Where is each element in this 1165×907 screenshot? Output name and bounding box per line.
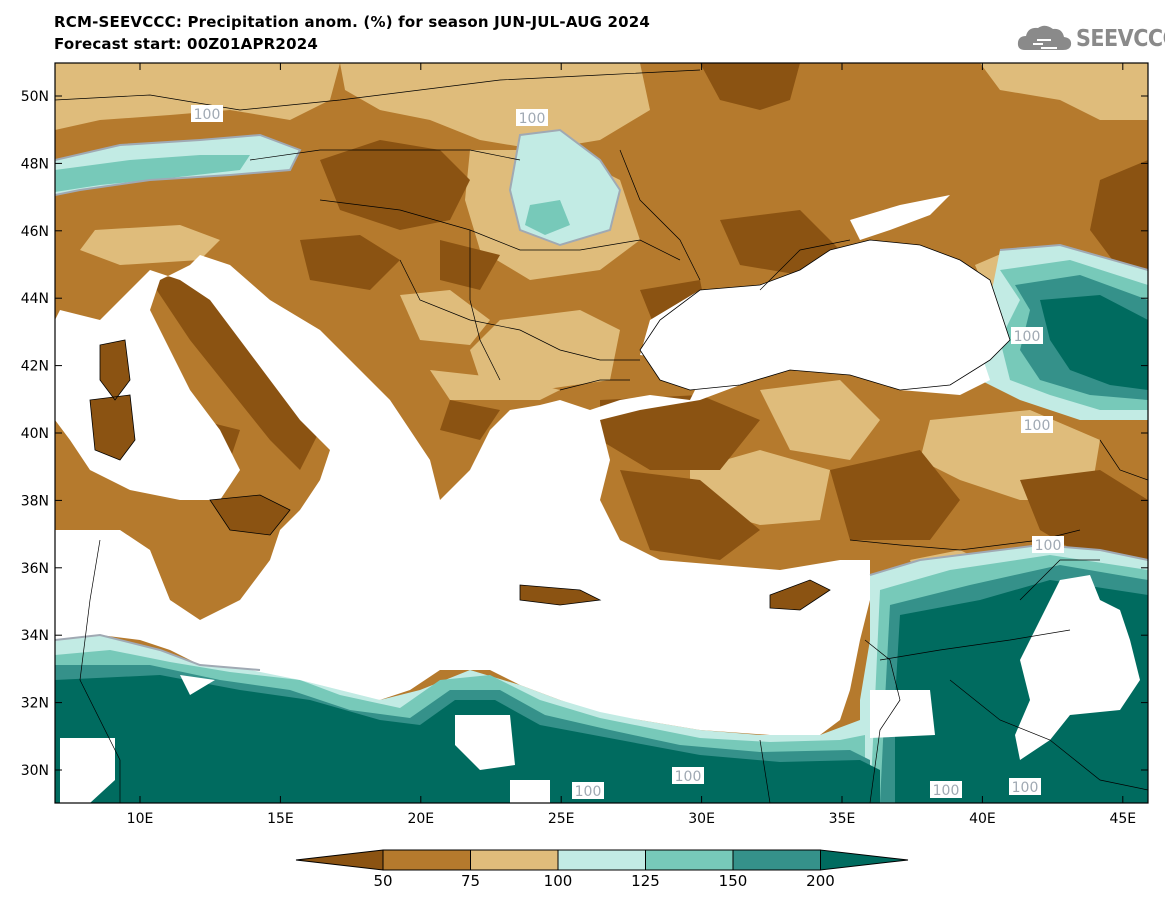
contour-label: 100 — [516, 109, 548, 127]
lat-tick-label: 32N — [21, 696, 49, 712]
lon-tick-label: 40E — [969, 811, 996, 827]
lon-tick-label: 25E — [548, 811, 575, 827]
contour-labels: 100 100 100 100 100 100 100 100 100 — [191, 105, 1064, 800]
colorbar-segment — [557, 849, 646, 871]
cloud-icon — [1017, 25, 1072, 50]
svg-text:100: 100 — [1035, 538, 1062, 554]
colorbar-high-arrow — [820, 849, 909, 871]
colorbar-segment — [645, 849, 734, 871]
lat-tick-label: 44N — [21, 291, 49, 307]
colorbar-segment — [470, 849, 559, 871]
missing-data — [60, 575, 1140, 803]
contour-label: 100 — [1032, 536, 1064, 554]
lat-tick-label: 50N — [21, 89, 49, 105]
latitude-axis: 50N 48N 46N 44N 42N 40N 38N 36N 34N 32N 30N — [21, 89, 1148, 779]
contour-label: 100 — [1021, 416, 1053, 434]
colorbar-low-arrow — [295, 849, 384, 871]
colorbar — [295, 849, 909, 871]
lat-tick-label: 38N — [21, 493, 49, 509]
colorbar-segment — [382, 849, 471, 871]
colorbar-label: 125 — [631, 872, 660, 890]
colorbar-label: 150 — [718, 872, 748, 890]
sea-areas — [55, 195, 1010, 735]
contour-label: 100 — [930, 781, 962, 799]
svg-text:100: 100 — [194, 107, 221, 123]
colorbar-label: 100 — [543, 872, 573, 890]
longitude-axis: 10E 15E 20E 25E 30E 35E 40E 45E — [127, 63, 1136, 827]
forecast-start-label: Forecast start: 00Z01APR2024 — [54, 35, 318, 53]
contour-label: 100 — [191, 105, 223, 123]
lat-tick-label: 48N — [21, 156, 49, 172]
svg-text:100: 100 — [575, 784, 602, 800]
lon-tick-label: 15E — [267, 811, 294, 827]
map-field — [55, 63, 1148, 803]
seevccc-logo-text: SEEVCCC — [1076, 26, 1165, 52]
contour-label: 100 — [1009, 778, 1041, 796]
lon-tick-label: 20E — [407, 811, 434, 827]
lat-tick-label: 42N — [21, 359, 49, 375]
svg-text:100: 100 — [675, 769, 702, 785]
lon-tick-label: 30E — [688, 811, 715, 827]
svg-text:100: 100 — [1012, 780, 1039, 796]
contour-label: 100 — [672, 767, 704, 785]
lon-tick-label: 45E — [1109, 811, 1136, 827]
map-title: RCM-SEEVCCC: Precipitation anom. (%) for… — [54, 13, 651, 31]
svg-text:100: 100 — [519, 111, 546, 127]
lat-tick-label: 34N — [21, 628, 49, 644]
lat-tick-label: 36N — [21, 561, 49, 577]
colorbar-segment — [732, 849, 821, 871]
lat-tick-label: 30N — [21, 763, 49, 779]
contour-100-lines — [55, 128, 1148, 671]
svg-text:100: 100 — [1014, 329, 1041, 345]
colorbar-label: 75 — [460, 872, 481, 890]
colorbar-label: 50 — [373, 872, 393, 890]
lat-tick-label: 40N — [21, 426, 49, 442]
lon-tick-label: 35E — [829, 811, 856, 827]
svg-text:100: 100 — [933, 783, 960, 799]
colorbar-label: 200 — [806, 872, 835, 890]
coastlines — [89, 239, 1011, 611]
lat-tick-label: 46N — [21, 224, 49, 240]
svg-text:100: 100 — [1024, 418, 1051, 434]
islands — [90, 340, 830, 610]
lon-tick-label: 10E — [127, 811, 154, 827]
contour-label: 100 — [572, 782, 604, 800]
contour-label: 100 — [1011, 327, 1043, 345]
